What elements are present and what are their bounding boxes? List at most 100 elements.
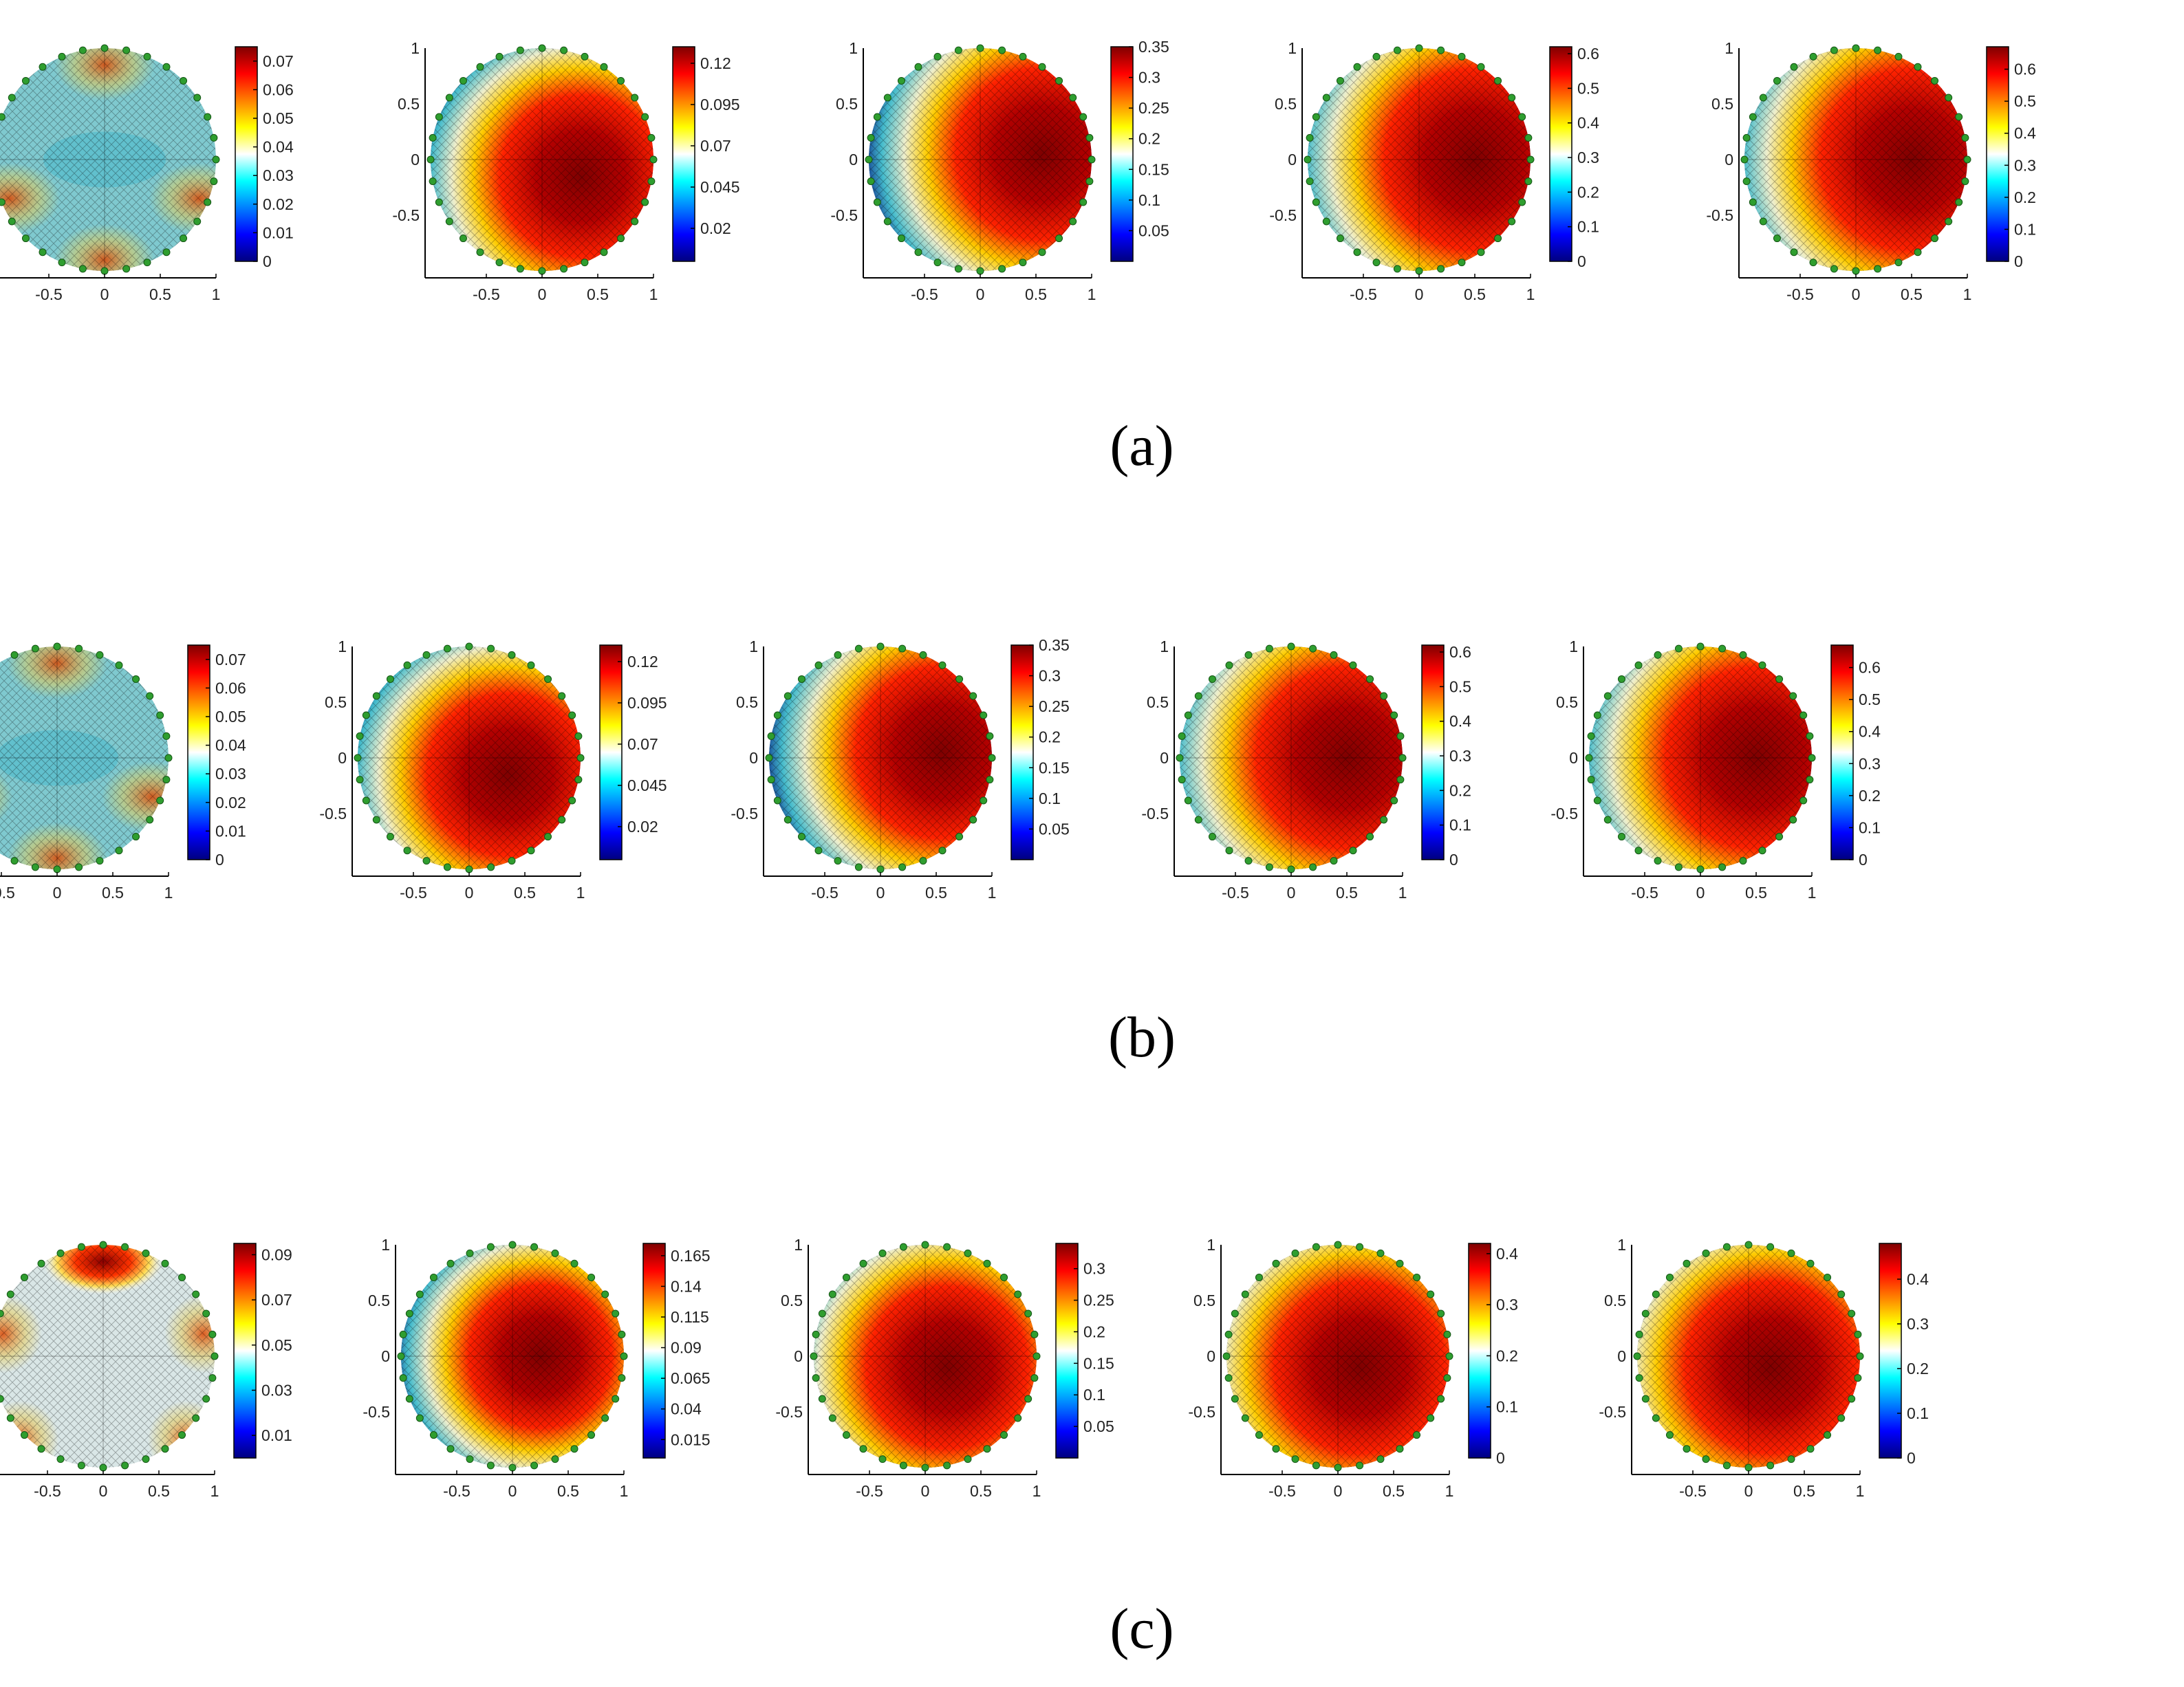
electrode-marker: [1652, 1414, 1660, 1422]
electrode-marker: [1055, 235, 1063, 243]
electrode-marker: [1372, 259, 1381, 267]
electrode-marker: [1336, 76, 1344, 85]
electrode-marker: [859, 1259, 867, 1267]
colorbar-tick-label: 0.03: [263, 166, 294, 184]
electrode-marker: [617, 76, 625, 85]
electrode-marker: [1224, 1374, 1233, 1382]
electrode-marker: [422, 651, 431, 659]
electrode-marker: [818, 1395, 826, 1403]
y-tick-label: 0.5: [836, 95, 858, 113]
electrode-marker: [969, 816, 977, 824]
electrode-marker: [1518, 113, 1526, 121]
electrode-marker: [1775, 675, 1784, 683]
electrode-marker: [867, 177, 875, 186]
y-tick-label: 0: [1725, 151, 1733, 168]
electrode-marker: [405, 1395, 413, 1403]
x-tick-label: 0: [53, 884, 62, 902]
heatmap-panel-a-1: -0.500.5110.50-0.50.070.060.050.040.030.…: [0, 44, 294, 303]
electrode-marker: [508, 857, 516, 865]
electrode-marker: [1353, 248, 1361, 257]
heatmap-panel-a-5: -0.5 0 0.5 1 1 0.5 0 -0.5 0.6 0.5 0.4 0.3 0.2 0.1 0: [1706, 39, 2036, 303]
electrode-marker: [1380, 816, 1388, 824]
electrode-marker: [486, 1461, 495, 1470]
electrode-marker: [397, 1352, 405, 1360]
electrode-marker: [1718, 644, 1727, 653]
y-tick-label: 0: [1617, 1347, 1626, 1365]
electrode-marker: [1603, 692, 1612, 700]
electrode-marker: [878, 1455, 887, 1463]
electrode-marker: [876, 642, 885, 651]
electrode-marker: [426, 155, 435, 164]
x-tick-label: -0.5: [400, 884, 427, 902]
x-tick-label: -0.5: [473, 285, 500, 303]
electrode-marker: [1945, 94, 1953, 102]
x-tick-label: 0.5: [514, 884, 536, 902]
electrode-marker: [933, 259, 942, 267]
x-tick-label: 1: [1963, 285, 1972, 303]
x-tick-label: 1: [164, 884, 173, 902]
electrode-marker: [617, 235, 625, 243]
electrode-marker: [1494, 235, 1502, 243]
y-tick-label: 0: [749, 749, 758, 767]
colorbar-tick-label: 0.3: [1138, 69, 1160, 87]
electrode-marker: [1526, 155, 1535, 164]
electrode-marker: [1961, 133, 1969, 142]
electrode-marker: [1330, 857, 1338, 865]
electrode-marker: [976, 44, 984, 52]
electrode-marker: [0, 113, 6, 121]
colorbar-tick-label: 0.15: [1138, 160, 1169, 178]
colorbar-tick-label: 0.2: [1859, 787, 1881, 805]
y-tick-label: -0.5: [731, 805, 758, 823]
electrode-marker: [1184, 711, 1192, 719]
electrode-marker: [1413, 1431, 1421, 1439]
electrode-marker: [998, 265, 1006, 273]
x-tick-label: 1: [988, 884, 997, 902]
electrode-marker: [1789, 816, 1797, 824]
electrode-marker: [812, 1374, 820, 1382]
colorbar-tick-label: 0.35: [1039, 636, 1070, 654]
colorbar-tick-label: 0.095: [700, 96, 740, 113]
electrode-marker: [1799, 711, 1808, 719]
y-tick-label: 0.5: [398, 95, 420, 113]
heatmap-panel-c-3: -0.5 0 0.5 1 1 0.5 0 -0.5 0.3 0.25 0.2 0.15 0.1 0.05: [775, 1236, 1114, 1500]
electrode-marker: [1809, 259, 1817, 267]
colorbar-tick-label: 0.06: [215, 679, 246, 697]
colorbar-tick-label: 0.2: [1039, 728, 1061, 746]
electrode-marker: [976, 267, 984, 275]
y-tick-label: -0.5: [1550, 805, 1578, 823]
electrode-marker: [1415, 44, 1423, 52]
y-tick-label: 1: [1725, 39, 1733, 57]
electrode-marker: [1749, 113, 1757, 121]
electrode-marker: [1955, 113, 1963, 121]
electrode-marker: [1806, 1445, 1815, 1453]
colorbar-tick-label: 0.1: [1138, 191, 1160, 209]
electrode-marker: [873, 198, 881, 206]
electrode-marker: [508, 1241, 517, 1249]
colorbar-tick-label: 0.1: [1907, 1404, 1929, 1422]
electrode-marker: [814, 847, 823, 855]
electrode-marker: [204, 113, 212, 121]
electrode-marker: [508, 651, 516, 659]
electrode-marker: [362, 796, 370, 805]
colorbar-tick-label: 0.02: [700, 219, 731, 237]
colorbar-tick-label: 0.2: [1138, 130, 1160, 148]
electrode-marker: [162, 63, 171, 71]
electrode-marker: [1024, 1395, 1032, 1403]
electrode-marker: [986, 732, 994, 740]
x-tick-label: 0.5: [148, 1482, 170, 1500]
y-tick-label: 0: [338, 749, 347, 767]
x-tick-label: 1: [212, 285, 221, 303]
y-tick-label: 1: [1617, 1236, 1626, 1254]
x-tick-label: 0: [1334, 1482, 1343, 1500]
x-tick-label: 0: [508, 1482, 517, 1500]
colorbar-tick-label: 0.1: [1449, 816, 1471, 834]
colorbar-tick-label: 0: [263, 252, 272, 270]
electrode-marker: [1178, 776, 1186, 784]
colorbar-tick-label: 0.1: [1039, 790, 1061, 807]
electrode-marker: [1665, 1431, 1674, 1439]
electrode-marker: [1244, 651, 1253, 659]
y-tick-label: 1: [1207, 1236, 1215, 1254]
electrode-marker: [422, 857, 431, 865]
electrode-marker: [53, 865, 61, 873]
colorbar-tick-label: 0.3: [1496, 1296, 1518, 1314]
